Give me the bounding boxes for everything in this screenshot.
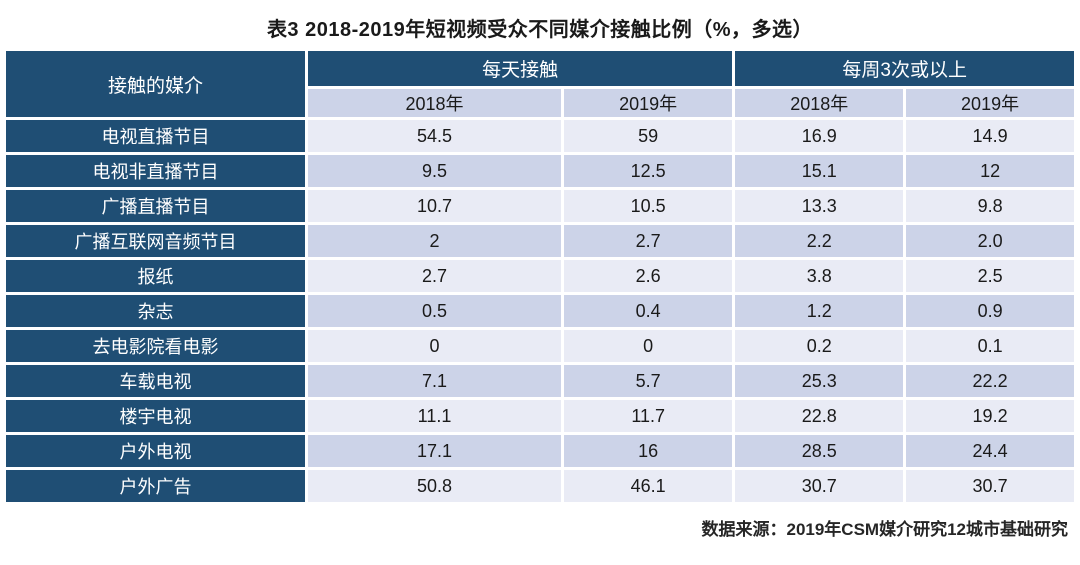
source-note: 数据来源：2019年CSM媒介研究12城市基础研究 xyxy=(701,520,1068,539)
row-label: 广播互联网音频节目 xyxy=(2,222,309,260)
value-cell: 2.0 xyxy=(903,222,1077,260)
row-label: 车载电视 xyxy=(2,362,309,400)
value-cell: 24.4 xyxy=(903,432,1077,470)
value-cell: 10.5 xyxy=(560,187,736,225)
group-header-weekly: 每周3次或以上 xyxy=(732,48,1077,89)
media-contact-table: 接触的媒介 每天接触 每周3次或以上 2018年 2019年 2018年 201… xyxy=(2,48,1077,505)
table-row: 户外广告 50.8 46.1 30.7 30.7 xyxy=(2,467,1077,505)
table-row: 去电影院看电影 0 0 0.2 0.1 xyxy=(2,327,1077,365)
value-cell: 17.1 xyxy=(305,432,564,470)
table-row: 广播直播节目 10.7 10.5 13.3 9.8 xyxy=(2,187,1077,225)
table-row: 杂志 0.5 0.4 1.2 0.9 xyxy=(2,292,1077,330)
year-header: 2018年 xyxy=(732,86,907,120)
value-cell: 2.7 xyxy=(305,257,564,295)
value-cell: 16.9 xyxy=(732,117,907,155)
value-cell: 10.7 xyxy=(305,187,564,225)
value-cell: 9.8 xyxy=(903,187,1077,225)
table-row: 电视非直播节目 9.5 12.5 15.1 12 xyxy=(2,152,1077,190)
row-label: 杂志 xyxy=(2,292,309,330)
row-label: 报纸 xyxy=(2,257,309,295)
value-cell: 46.1 xyxy=(560,467,736,505)
value-cell: 5.7 xyxy=(560,362,736,400)
row-label: 电视非直播节目 xyxy=(2,152,309,190)
value-cell: 22.2 xyxy=(903,362,1077,400)
value-cell: 25.3 xyxy=(732,362,907,400)
row-label: 户外电视 xyxy=(2,432,309,470)
value-cell: 19.2 xyxy=(903,397,1077,435)
table-row: 楼宇电视 11.1 11.7 22.8 19.2 xyxy=(2,397,1077,435)
value-cell: 11.1 xyxy=(305,397,564,435)
value-cell: 0.5 xyxy=(305,292,564,330)
row-label: 电视直播节目 xyxy=(2,117,309,155)
row-label: 广播直播节目 xyxy=(2,187,309,225)
value-cell: 9.5 xyxy=(305,152,564,190)
value-cell: 12.5 xyxy=(560,152,736,190)
table-row: 电视直播节目 54.5 59 16.9 14.9 xyxy=(2,117,1077,155)
value-cell: 0 xyxy=(305,327,564,365)
value-cell: 7.1 xyxy=(305,362,564,400)
year-header: 2018年 xyxy=(305,86,564,120)
value-cell: 12 xyxy=(903,152,1077,190)
group-header-daily: 每天接触 xyxy=(305,48,736,89)
value-cell: 16 xyxy=(560,432,736,470)
value-cell: 22.8 xyxy=(732,397,907,435)
value-cell: 30.7 xyxy=(732,467,907,505)
value-cell: 28.5 xyxy=(732,432,907,470)
value-cell: 1.2 xyxy=(732,292,907,330)
value-cell: 2.7 xyxy=(560,222,736,260)
value-cell: 11.7 xyxy=(560,397,736,435)
row-label: 楼宇电视 xyxy=(2,397,309,435)
value-cell: 3.8 xyxy=(732,257,907,295)
row-label: 户外广告 xyxy=(2,467,309,505)
value-cell: 2.2 xyxy=(732,222,907,260)
header-group-row: 接触的媒介 每天接触 每周3次或以上 xyxy=(2,48,1077,120)
value-cell: 2.5 xyxy=(903,257,1077,295)
table-title: 表3 2018-2019年短视频受众不同媒介接触比例（%，多选） xyxy=(266,19,814,41)
value-cell: 2.6 xyxy=(560,257,736,295)
value-cell: 0.1 xyxy=(903,327,1077,365)
value-cell: 50.8 xyxy=(305,467,564,505)
year-header: 2019年 xyxy=(903,86,1077,120)
value-cell: 54.5 xyxy=(305,117,564,155)
value-cell: 0.9 xyxy=(903,292,1077,330)
year-header: 2019年 xyxy=(560,86,736,120)
value-cell: 14.9 xyxy=(903,117,1077,155)
table-row: 广播互联网音频节目 2 2.7 2.2 2.0 xyxy=(2,222,1077,260)
table-row: 车载电视 7.1 5.7 25.3 22.2 xyxy=(2,362,1077,400)
corner-header: 接触的媒介 xyxy=(2,48,309,120)
value-cell: 0.2 xyxy=(732,327,907,365)
value-cell: 30.7 xyxy=(903,467,1077,505)
header-year-row: 2018年 2019年 2018年 2019年 xyxy=(5,86,1077,120)
value-cell: 0.4 xyxy=(560,292,736,330)
table-row: 报纸 2.7 2.6 3.8 2.5 xyxy=(2,257,1077,295)
table-row: 户外电视 17.1 16 28.5 24.4 xyxy=(2,432,1077,470)
value-cell: 59 xyxy=(560,117,736,155)
row-label: 去电影院看电影 xyxy=(2,327,309,365)
value-cell: 0 xyxy=(560,327,736,365)
value-cell: 15.1 xyxy=(732,152,907,190)
value-cell: 13.3 xyxy=(732,187,907,225)
value-cell: 2 xyxy=(305,222,564,260)
